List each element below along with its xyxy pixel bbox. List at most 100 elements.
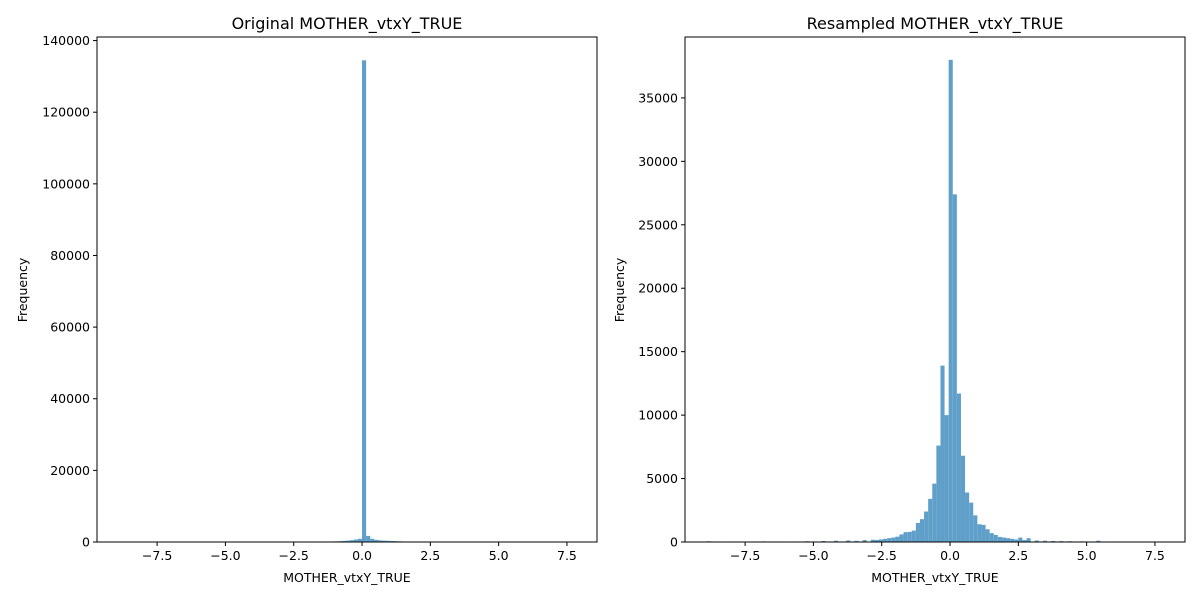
resampled-y-tick-label: 15000	[638, 344, 678, 359]
original-y-tick-label: 100000	[42, 176, 90, 191]
original-histogram-bar	[345, 540, 350, 542]
resampled-histogram-bar	[936, 445, 941, 542]
resampled-x-tick-label: −2.5	[867, 548, 897, 563]
resampled-y-tick-label: 5000	[646, 471, 678, 486]
resampled-histogram-bar	[907, 531, 912, 542]
resampled-y-tick-label: 0	[670, 535, 678, 550]
resampled-histogram-bar	[1014, 539, 1019, 542]
original-y-tick-label: 40000	[50, 391, 90, 406]
resampled-histogram-bar	[887, 538, 892, 542]
resampled-histogram-bar	[989, 533, 994, 542]
resampled-histogram-bar	[977, 524, 982, 542]
resampled-chart-title: Resampled MOTHER_vtxY_TRUE	[807, 14, 1064, 34]
resampled-plot-frame	[684, 36, 1186, 543]
resampled-histogram-bar	[878, 539, 884, 542]
resampled-histogram-bar	[956, 393, 961, 542]
resampled-x-tick-label: 2.5	[1008, 548, 1028, 563]
resampled-histogram-bar	[940, 365, 945, 542]
resampled-histogram-bar	[915, 522, 920, 542]
resampled-histogram-panel: Resampled MOTHER_vtxY_TRUE MOTHER_vtxY_T…	[612, 14, 1186, 585]
resampled-histogram-bar	[846, 540, 851, 542]
resampled-histogram-bar	[928, 498, 933, 542]
resampled-histogram-bar	[821, 540, 826, 542]
original-histogram-bar	[349, 540, 354, 542]
original-histogram-bar	[341, 540, 346, 542]
original-histogram-bar	[362, 60, 367, 542]
original-y-tick-label: 0	[82, 535, 90, 550]
original-chart-title: Original MOTHER_vtxY_TRUE	[232, 14, 463, 34]
resampled-x-tick-label: −7.5	[730, 548, 760, 563]
original-histogram-bar	[357, 538, 363, 542]
resampled-histogram-bar	[895, 536, 900, 542]
resampled-histogram-bar	[899, 534, 904, 542]
resampled-histogram-bar	[891, 537, 896, 542]
original-y-tick-label: 80000	[50, 248, 90, 263]
resampled-y-tick-label: 20000	[638, 281, 678, 296]
resampled-x-ticks: −7.5 −5.0 −2.5 0.0 2.5 5.0 7.5	[730, 542, 1165, 563]
resampled-histogram-bar	[924, 511, 929, 542]
original-x-ticks: −7.5 −5.0 −2.5 0.0 2.5 5.0 7.5	[142, 542, 577, 563]
resampled-x-tick-label: 7.5	[1145, 548, 1165, 563]
original-x-tick-label: 7.5	[557, 548, 577, 563]
original-histogram-bar	[353, 539, 358, 542]
original-y-ticks: 0 20000 40000 60000 80000 100000 120000 140000	[42, 33, 97, 550]
original-x-tick-label: 2.5	[420, 548, 440, 563]
resampled-x-tick-label: −5.0	[798, 548, 828, 563]
resampled-histogram-bar	[969, 502, 974, 542]
resampled-histogram-bar	[870, 539, 875, 542]
original-y-tick-label: 60000	[50, 320, 90, 335]
resampled-histogram-bar	[919, 519, 925, 542]
resampled-histogram-bar	[833, 540, 839, 542]
original-y-tick-label: 120000	[42, 105, 90, 120]
original-histogram-bar	[370, 538, 375, 542]
resampled-histogram-bar	[1096, 540, 1101, 542]
resampled-histogram-bar	[883, 538, 888, 542]
original-histogram-bar	[366, 535, 371, 542]
resampled-histogram-bar	[973, 515, 978, 542]
original-histogram-bar	[382, 540, 387, 542]
original-x-tick-label: −2.5	[279, 548, 309, 563]
original-histogram-bar	[374, 539, 379, 542]
resampled-bars	[706, 59, 1160, 543]
resampled-x-axis-label: MOTHER_vtxY_TRUE	[871, 570, 999, 585]
resampled-y-tick-label: 25000	[638, 217, 678, 232]
resampled-histogram-bar	[1001, 537, 1007, 542]
resampled-histogram-bar	[948, 59, 953, 543]
resampled-y-tick-label: 30000	[638, 154, 678, 169]
resampled-histogram-bar	[1051, 540, 1056, 542]
resampled-histogram-bar	[1026, 538, 1031, 542]
resampled-histogram-bar	[960, 455, 966, 542]
resampled-y-ticks: 0 5000 10000 15000 20000 25000 30000 35000	[638, 90, 685, 550]
resampled-histogram-bar	[903, 532, 908, 542]
resampled-histogram-bar	[997, 536, 1002, 542]
original-x-tick-label: −7.5	[142, 548, 172, 563]
original-plot-frame	[96, 36, 598, 543]
resampled-histogram-bar	[932, 483, 937, 542]
original-histogram-bar	[386, 540, 391, 542]
resampled-histogram-bar	[1010, 538, 1015, 542]
original-y-axis-label: Frequency	[15, 257, 30, 322]
original-y-tick-label: 140000	[42, 33, 90, 48]
resampled-histogram-bar	[993, 535, 998, 542]
resampled-histogram-bar	[1006, 538, 1011, 542]
original-x-axis-label: MOTHER_vtxY_TRUE	[283, 570, 411, 585]
resampled-histogram-bar	[985, 529, 990, 542]
resampled-histogram-bar	[981, 524, 986, 542]
resampled-histogram-bar	[944, 415, 949, 542]
original-histogram-bar	[378, 540, 383, 542]
resampled-histogram-bar	[1018, 537, 1023, 542]
original-x-tick-label: 0.0	[352, 548, 372, 563]
resampled-y-tick-label: 10000	[638, 408, 678, 423]
resampled-x-tick-label: 5.0	[1077, 548, 1097, 563]
resampled-histogram-bar	[854, 540, 859, 542]
original-x-tick-label: 5.0	[489, 548, 509, 563]
resampled-histogram-bar	[874, 539, 879, 542]
resampled-histogram-bar	[952, 194, 957, 542]
original-x-tick-label: −5.0	[210, 548, 240, 563]
resampled-histogram-bar	[965, 492, 970, 542]
resampled-histogram-bar	[1042, 540, 1048, 542]
resampled-histogram-bar	[1022, 540, 1027, 542]
original-y-tick-label: 20000	[50, 463, 90, 478]
resampled-histogram-bar	[862, 540, 867, 542]
